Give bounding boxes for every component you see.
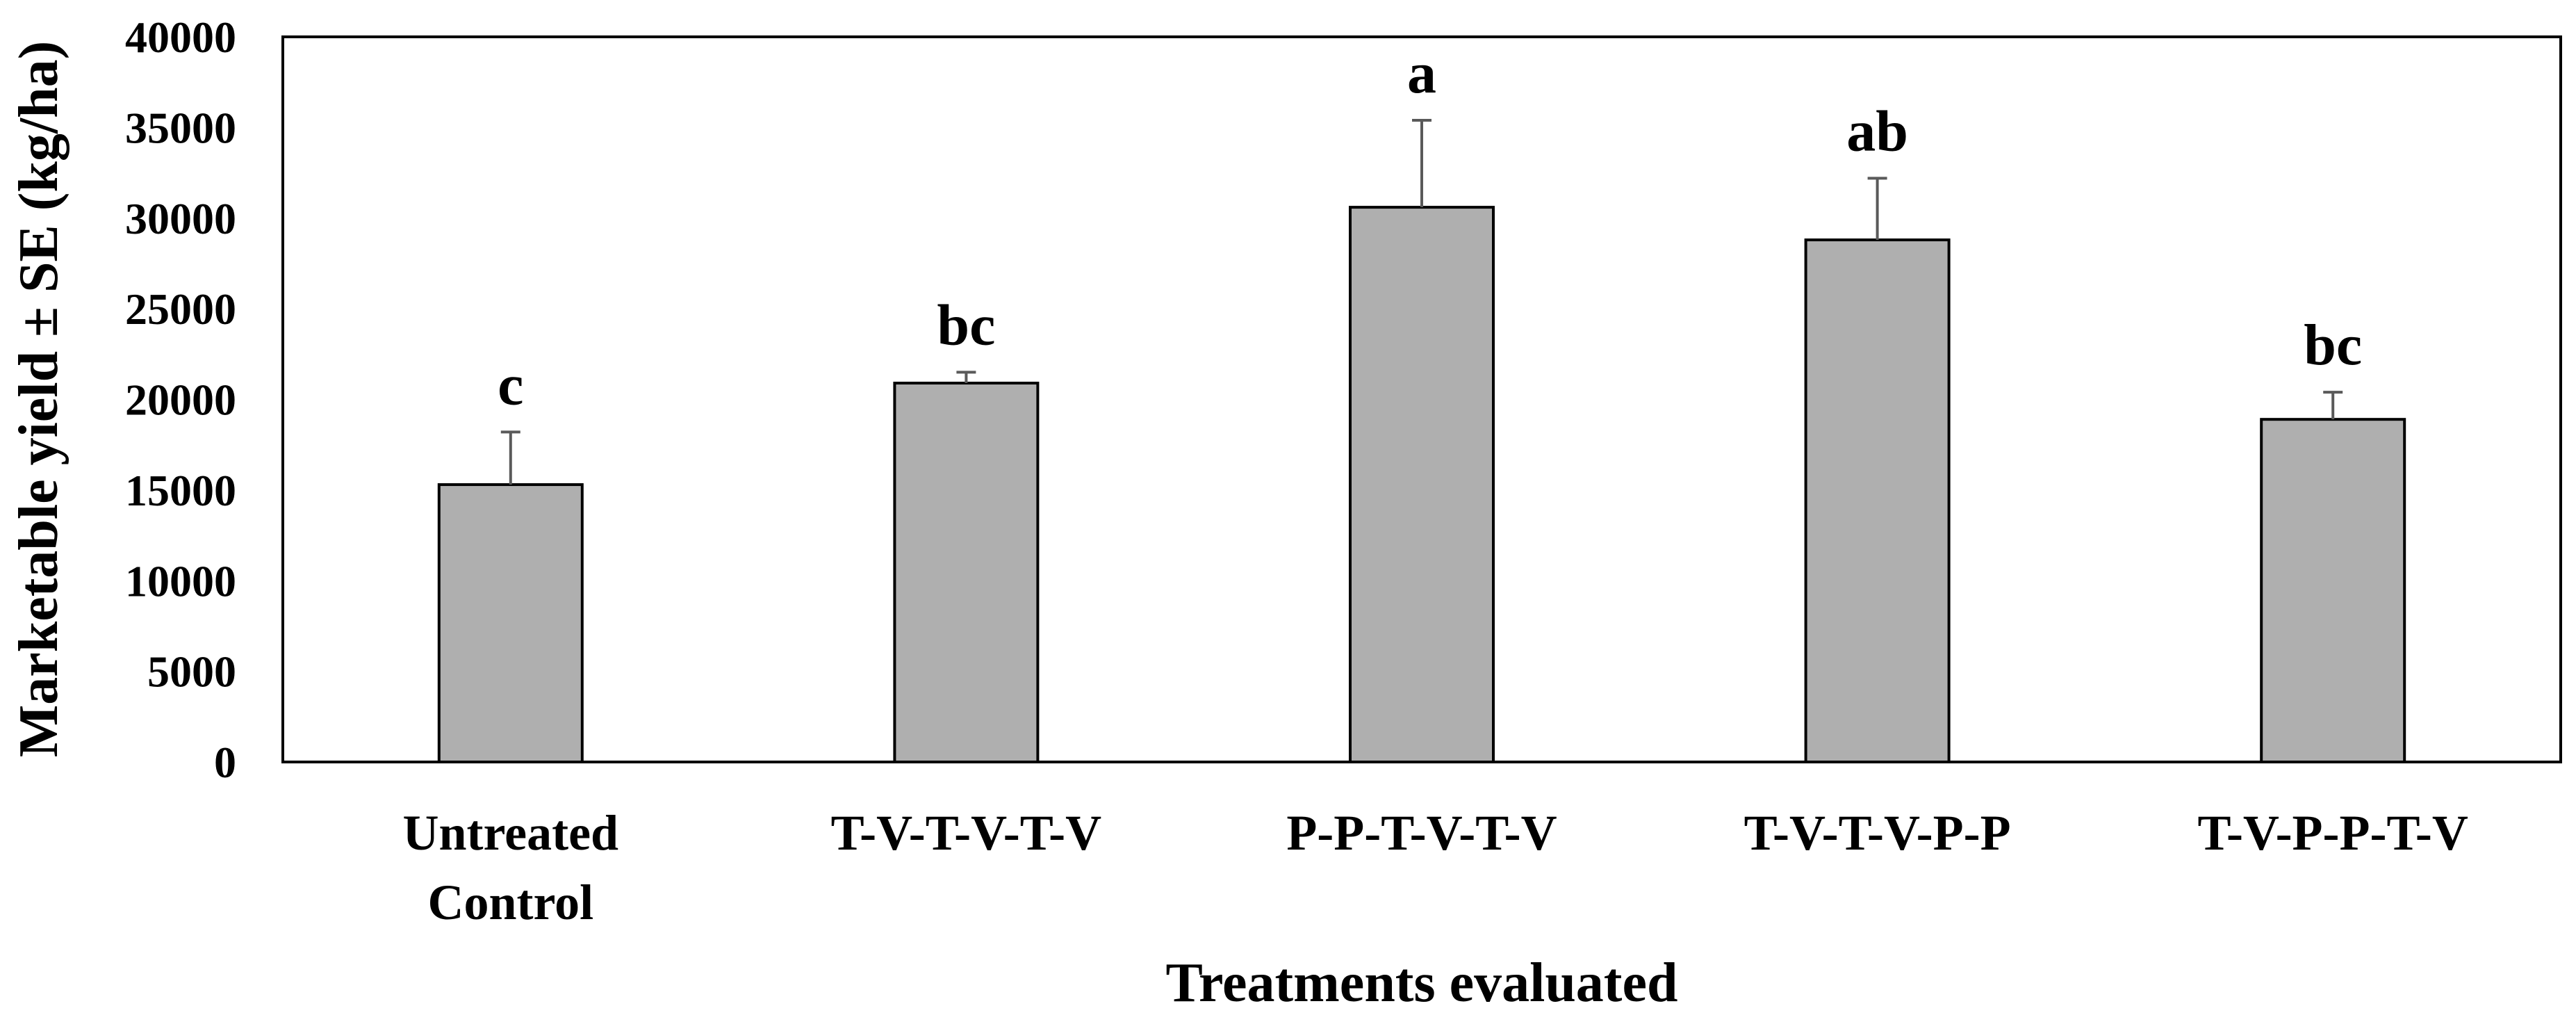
x-category-label: T-V-P-P-T-V: [2198, 805, 2468, 861]
y-axis-title: Marketable yield ± SE (kg/ha): [8, 41, 69, 758]
y-tick-label: 20000: [125, 375, 236, 425]
x-category-label: P-P-T-V-T-V: [1286, 805, 1557, 861]
y-tick-label: 30000: [125, 194, 236, 243]
y-tick-label: 40000: [125, 13, 236, 62]
bar: [893, 382, 1040, 763]
significance-letter: c: [498, 352, 523, 417]
bar: [2260, 418, 2406, 763]
bar: [437, 483, 584, 763]
y-tick-label: 10000: [125, 556, 236, 606]
x-category-label: T-V-T-V-P-P: [1744, 805, 2011, 861]
x-axis-title: Treatments evaluated: [1166, 952, 1678, 1014]
significance-letter: a: [1407, 41, 1436, 106]
significance-letter: ab: [1846, 99, 1908, 163]
y-tick-label: 5000: [147, 647, 236, 697]
y-tick-label: 25000: [125, 284, 236, 334]
y-tick-label: 0: [214, 738, 236, 787]
significance-letter: bc: [2304, 313, 2362, 378]
y-tick-label: 35000: [125, 103, 236, 152]
x-category-label: T-V-T-V-T-V: [831, 805, 1101, 861]
y-tick-label: 15000: [125, 466, 236, 515]
bar: [1349, 206, 1495, 764]
significance-letter: bc: [937, 293, 995, 357]
x-category-label: Control: [427, 875, 593, 930]
x-category-label: Untreated: [402, 805, 618, 861]
bar: [1804, 238, 1951, 764]
